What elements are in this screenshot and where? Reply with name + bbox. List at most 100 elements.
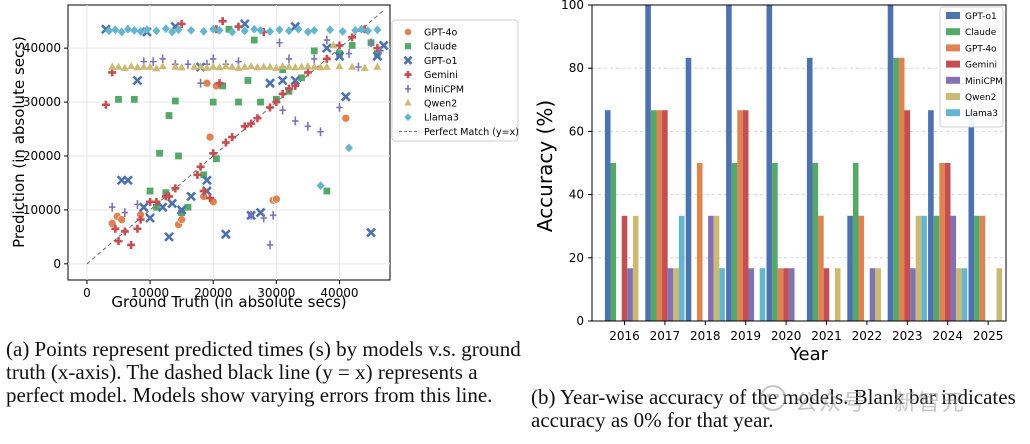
scatter-point [209,149,218,158]
scatter-point [250,24,259,34]
scatter-point [130,25,139,35]
scatter-point [373,25,382,35]
scatter-legend-label: Llama3 [424,113,459,124]
scatter-point [150,57,157,67]
scatter-point [156,149,163,157]
scatter-y-tick-label: 30000 [23,95,61,109]
scatter-point [303,68,312,77]
bar-x-tick-label: 2016 [609,329,640,343]
scatter-point [336,103,343,112]
scatter-point [266,62,275,70]
scatter-point [171,184,180,193]
scatter-point [317,127,324,137]
scatter-point [120,227,129,236]
scatter-point [101,100,110,109]
scatter-legend-marker [404,43,412,50]
scatter-point [340,91,351,102]
scatter-chart: 0 10000 20000 30000 40000 0 10000 20000 30000 400… [10,4,519,311]
scatter-point [225,25,233,33]
scatter-point [284,84,293,93]
scatter-y-tick-label: 10000 [23,203,61,217]
scatter-point [209,24,218,34]
scatter-point [136,27,145,36]
scatter-point [338,27,347,36]
bar [887,5,894,321]
bar [708,215,714,321]
scatter-point [311,54,318,64]
scatter-point [127,240,136,249]
scatter-point [146,187,154,195]
scatter-point [171,62,180,70]
perfect-match-line [86,10,385,265]
scatter-point [335,62,344,70]
bar [834,268,841,321]
bar [656,110,663,321]
bar [979,215,986,321]
scatter-point [304,121,312,131]
scatter-point [316,63,325,71]
scatter-legend-label: Claude [424,42,457,53]
scatter-point [177,215,186,224]
scatter-point [357,24,366,34]
bar [719,268,725,321]
bar [910,268,916,321]
scatter-point [133,63,142,71]
bar-y-axis-label: Accuracy (%) [533,100,557,232]
scatter-point [310,62,319,70]
scatter-point [279,66,287,74]
bar-legend-label: GPT-o1 [965,12,997,22]
scatter-point [215,25,224,35]
scatter-point [235,98,242,106]
scatter-point [220,229,231,240]
scatter-point [210,54,217,64]
scatter-point [256,25,265,35]
bar [904,110,911,321]
scatter-ticks: 0 10000 20000 30000 40000 0 10000 20000 30000 400… [23,41,359,300]
bar-x-tick-label: 2020 [771,329,802,343]
scatter-point [277,75,288,86]
scatter-point [145,213,155,223]
bar [726,5,732,321]
scatter-point [247,210,255,220]
scatter-point [221,62,230,70]
bar [737,110,743,321]
scatter-point [196,162,205,171]
bar [777,268,784,321]
scatter-point [152,197,161,206]
scatter-x-tick-label: 20000 [194,286,232,300]
bar [696,163,703,321]
bar [898,57,905,321]
scatter-point [117,27,126,37]
scatter-legend-marker [404,113,412,122]
bar-legend-label: GPT-4o [965,44,997,54]
bar [645,5,651,321]
bar [766,5,773,321]
scatter-point [326,25,335,35]
bar-legend-swatch [946,44,960,52]
scatter-point [228,27,237,37]
scatter-point [201,175,212,186]
scatter-point [322,62,331,70]
scatter-legend-marker [404,71,412,79]
bar [974,215,980,321]
scatter-point [105,26,114,36]
caption-b: (b) Year-wise accuracy of the models. Bl… [531,385,1016,432]
scatter-y-tick-label: 20000 [23,149,61,163]
scatter-x-axis-label: Ground Truth (in absolute secs) [111,293,346,311]
scatter-point [253,63,262,71]
bar-y-tick-label: 100 [561,0,584,12]
scatter-point [123,175,133,186]
scatter-point [134,200,141,209]
scatter-point [177,63,186,71]
bar-legend-label: Gemini [965,61,997,71]
scatter-point [184,203,192,211]
bar [847,215,853,321]
bar [823,268,830,321]
scatter-point [291,63,300,71]
scatter-point [202,78,212,88]
scatter-legend-marker [403,55,413,65]
scatter-point [348,62,357,70]
bar [610,163,617,321]
scatter-point [123,24,132,34]
scatter-point [291,81,300,90]
